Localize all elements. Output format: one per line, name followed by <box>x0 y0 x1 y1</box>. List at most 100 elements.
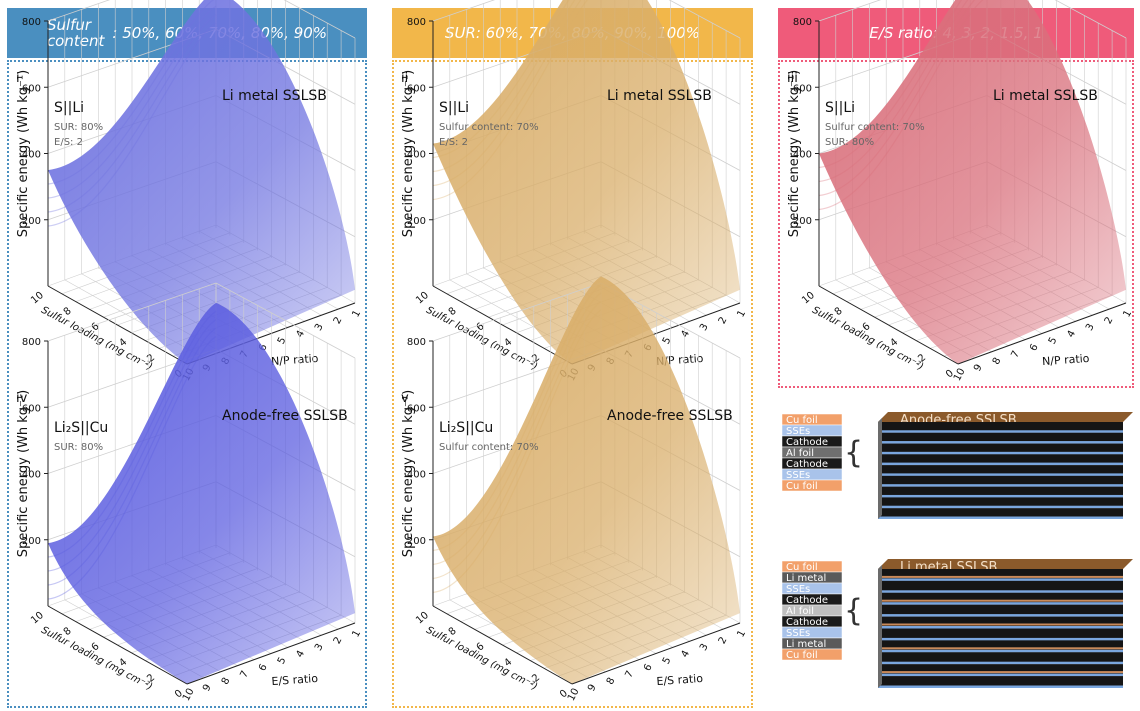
x-tick-label: 5 <box>276 336 289 347</box>
x-tick-label: 4 <box>679 329 692 340</box>
x-tick-label: 5 <box>276 656 289 667</box>
stack-brace: { <box>844 594 863 629</box>
stack-layer-sse <box>878 602 1123 605</box>
surface-layer-edge <box>432 309 602 594</box>
y-tick-label: 6 <box>861 321 873 334</box>
y-tick-label: 6 <box>475 641 487 654</box>
stack-layer-sse <box>878 484 1123 487</box>
z-axis-label: Specific energy (Wh kg⁻¹) <box>16 390 31 557</box>
z-tick-label: 800 <box>22 337 41 348</box>
x-tick-label: 9 <box>586 683 599 694</box>
x-tick-label: 2 <box>717 635 730 646</box>
stack-layer-sse <box>878 494 1123 498</box>
stack-legend-label: Cu foil <box>786 415 818 426</box>
y-tick-label: 2 <box>145 352 157 365</box>
y-axis-label: Sulfur loading (mg cm⁻²) <box>810 305 925 373</box>
y-tick-label: 6 <box>90 641 102 654</box>
surface-layer-edge <box>432 0 589 201</box>
panel-label: i <box>16 71 20 86</box>
stack-legend-label: Cathode <box>786 595 828 606</box>
x-tick-label: 8 <box>991 356 1004 367</box>
stack-layer-foil <box>878 671 1123 674</box>
stack-legend-label: Cu foil <box>786 650 818 661</box>
y-axis <box>47 285 188 365</box>
x-tick-label: 3 <box>698 322 711 333</box>
chart-title: Li metal SSLSB <box>993 88 1098 104</box>
surface-layer-edge <box>432 0 576 173</box>
y-tick-label: 2 <box>530 352 542 365</box>
surface <box>48 302 355 684</box>
z-tick-label: 600 <box>793 83 812 94</box>
x-tick-label: 2 <box>1103 315 1116 326</box>
stack-layer-sse <box>878 430 1123 433</box>
y-axis <box>432 285 573 365</box>
x-tick-label: 9 <box>201 683 214 694</box>
y-axis <box>818 285 959 365</box>
y-tick-label: 10 <box>29 610 46 627</box>
chart-title: Li metal SSLSB <box>222 88 327 104</box>
stack-layer <box>878 652 1123 665</box>
x-tick-label: 4 <box>679 649 692 660</box>
y-tick-label: 6 <box>90 321 102 334</box>
surface <box>433 276 740 684</box>
stack-top-face <box>878 412 1133 422</box>
x-tick-label: 10 <box>566 687 582 703</box>
x-axis <box>571 622 741 685</box>
z-tick-label: 400 <box>793 150 812 161</box>
y-tick-label: 0 <box>173 688 185 701</box>
y-tick-label: 4 <box>502 337 514 350</box>
x-tick-label: 1 <box>350 308 363 319</box>
stack-layer <box>878 432 1123 444</box>
x-tick-label: 5 <box>661 336 674 347</box>
stack-layer-foil <box>878 575 1123 578</box>
stack-legend-label: Li metal <box>786 573 826 584</box>
z-tick-label: 600 <box>22 83 41 94</box>
z-tick-label: 400 <box>22 150 41 161</box>
z-tick-label: 200 <box>793 216 812 227</box>
z-tick-label: 600 <box>407 83 426 94</box>
cell-label: S||Li <box>54 100 84 116</box>
y-tick-label: 0 <box>944 368 956 381</box>
y-tick-label: 2 <box>145 672 157 685</box>
stack-legend-label: Cu foil <box>786 481 818 492</box>
x-tick-label: 4 <box>1065 329 1078 340</box>
chart-title: Anode-free SSLSB <box>607 408 733 424</box>
stack-legend-label: Cathode <box>786 437 828 448</box>
x-tick-label: 5 <box>661 656 674 667</box>
stack-legend-label: SSEs <box>786 470 810 481</box>
surface-layer-edge <box>432 292 602 566</box>
surface-layer-edge <box>818 0 969 183</box>
x-tick-label: 9 <box>972 363 985 374</box>
z-tick-label: 800 <box>407 337 426 348</box>
surface-layer-edge <box>47 327 217 586</box>
x-tick-label: 10 <box>181 687 197 703</box>
cell-label: S||Li <box>439 100 469 116</box>
surface-layer-edge <box>47 22 217 227</box>
stack-layer <box>878 465 1123 476</box>
x-tick-label: 1 <box>350 628 363 639</box>
param-label: E/S: 2 <box>439 137 468 148</box>
x-axis-label: E/S ratio <box>271 672 319 688</box>
y-tick-label: 8 <box>833 305 845 318</box>
grid-line <box>47 0 111 22</box>
grid-line <box>818 0 882 22</box>
z-tick-label: 200 <box>407 536 426 547</box>
surface-layer-edge <box>47 335 217 600</box>
stack-layer <box>878 664 1123 677</box>
grid-line <box>432 0 496 22</box>
z-tick-label: 600 <box>22 403 41 414</box>
x-axis <box>186 622 356 685</box>
y-axis <box>47 605 188 685</box>
chart-title: Anode-free SSLSB <box>222 408 348 424</box>
y-tick-label: 4 <box>888 337 900 350</box>
surface-layer-edge <box>47 310 217 558</box>
y-tick-label: 6 <box>475 321 487 334</box>
z-tick-label: 400 <box>407 150 426 161</box>
y-axis <box>432 605 573 685</box>
stack-layer <box>878 580 1123 593</box>
x-tick-label: 8 <box>220 676 233 687</box>
header-sulfur-line2: content <box>46 32 105 50</box>
x-tick-label: 3 <box>313 322 326 333</box>
